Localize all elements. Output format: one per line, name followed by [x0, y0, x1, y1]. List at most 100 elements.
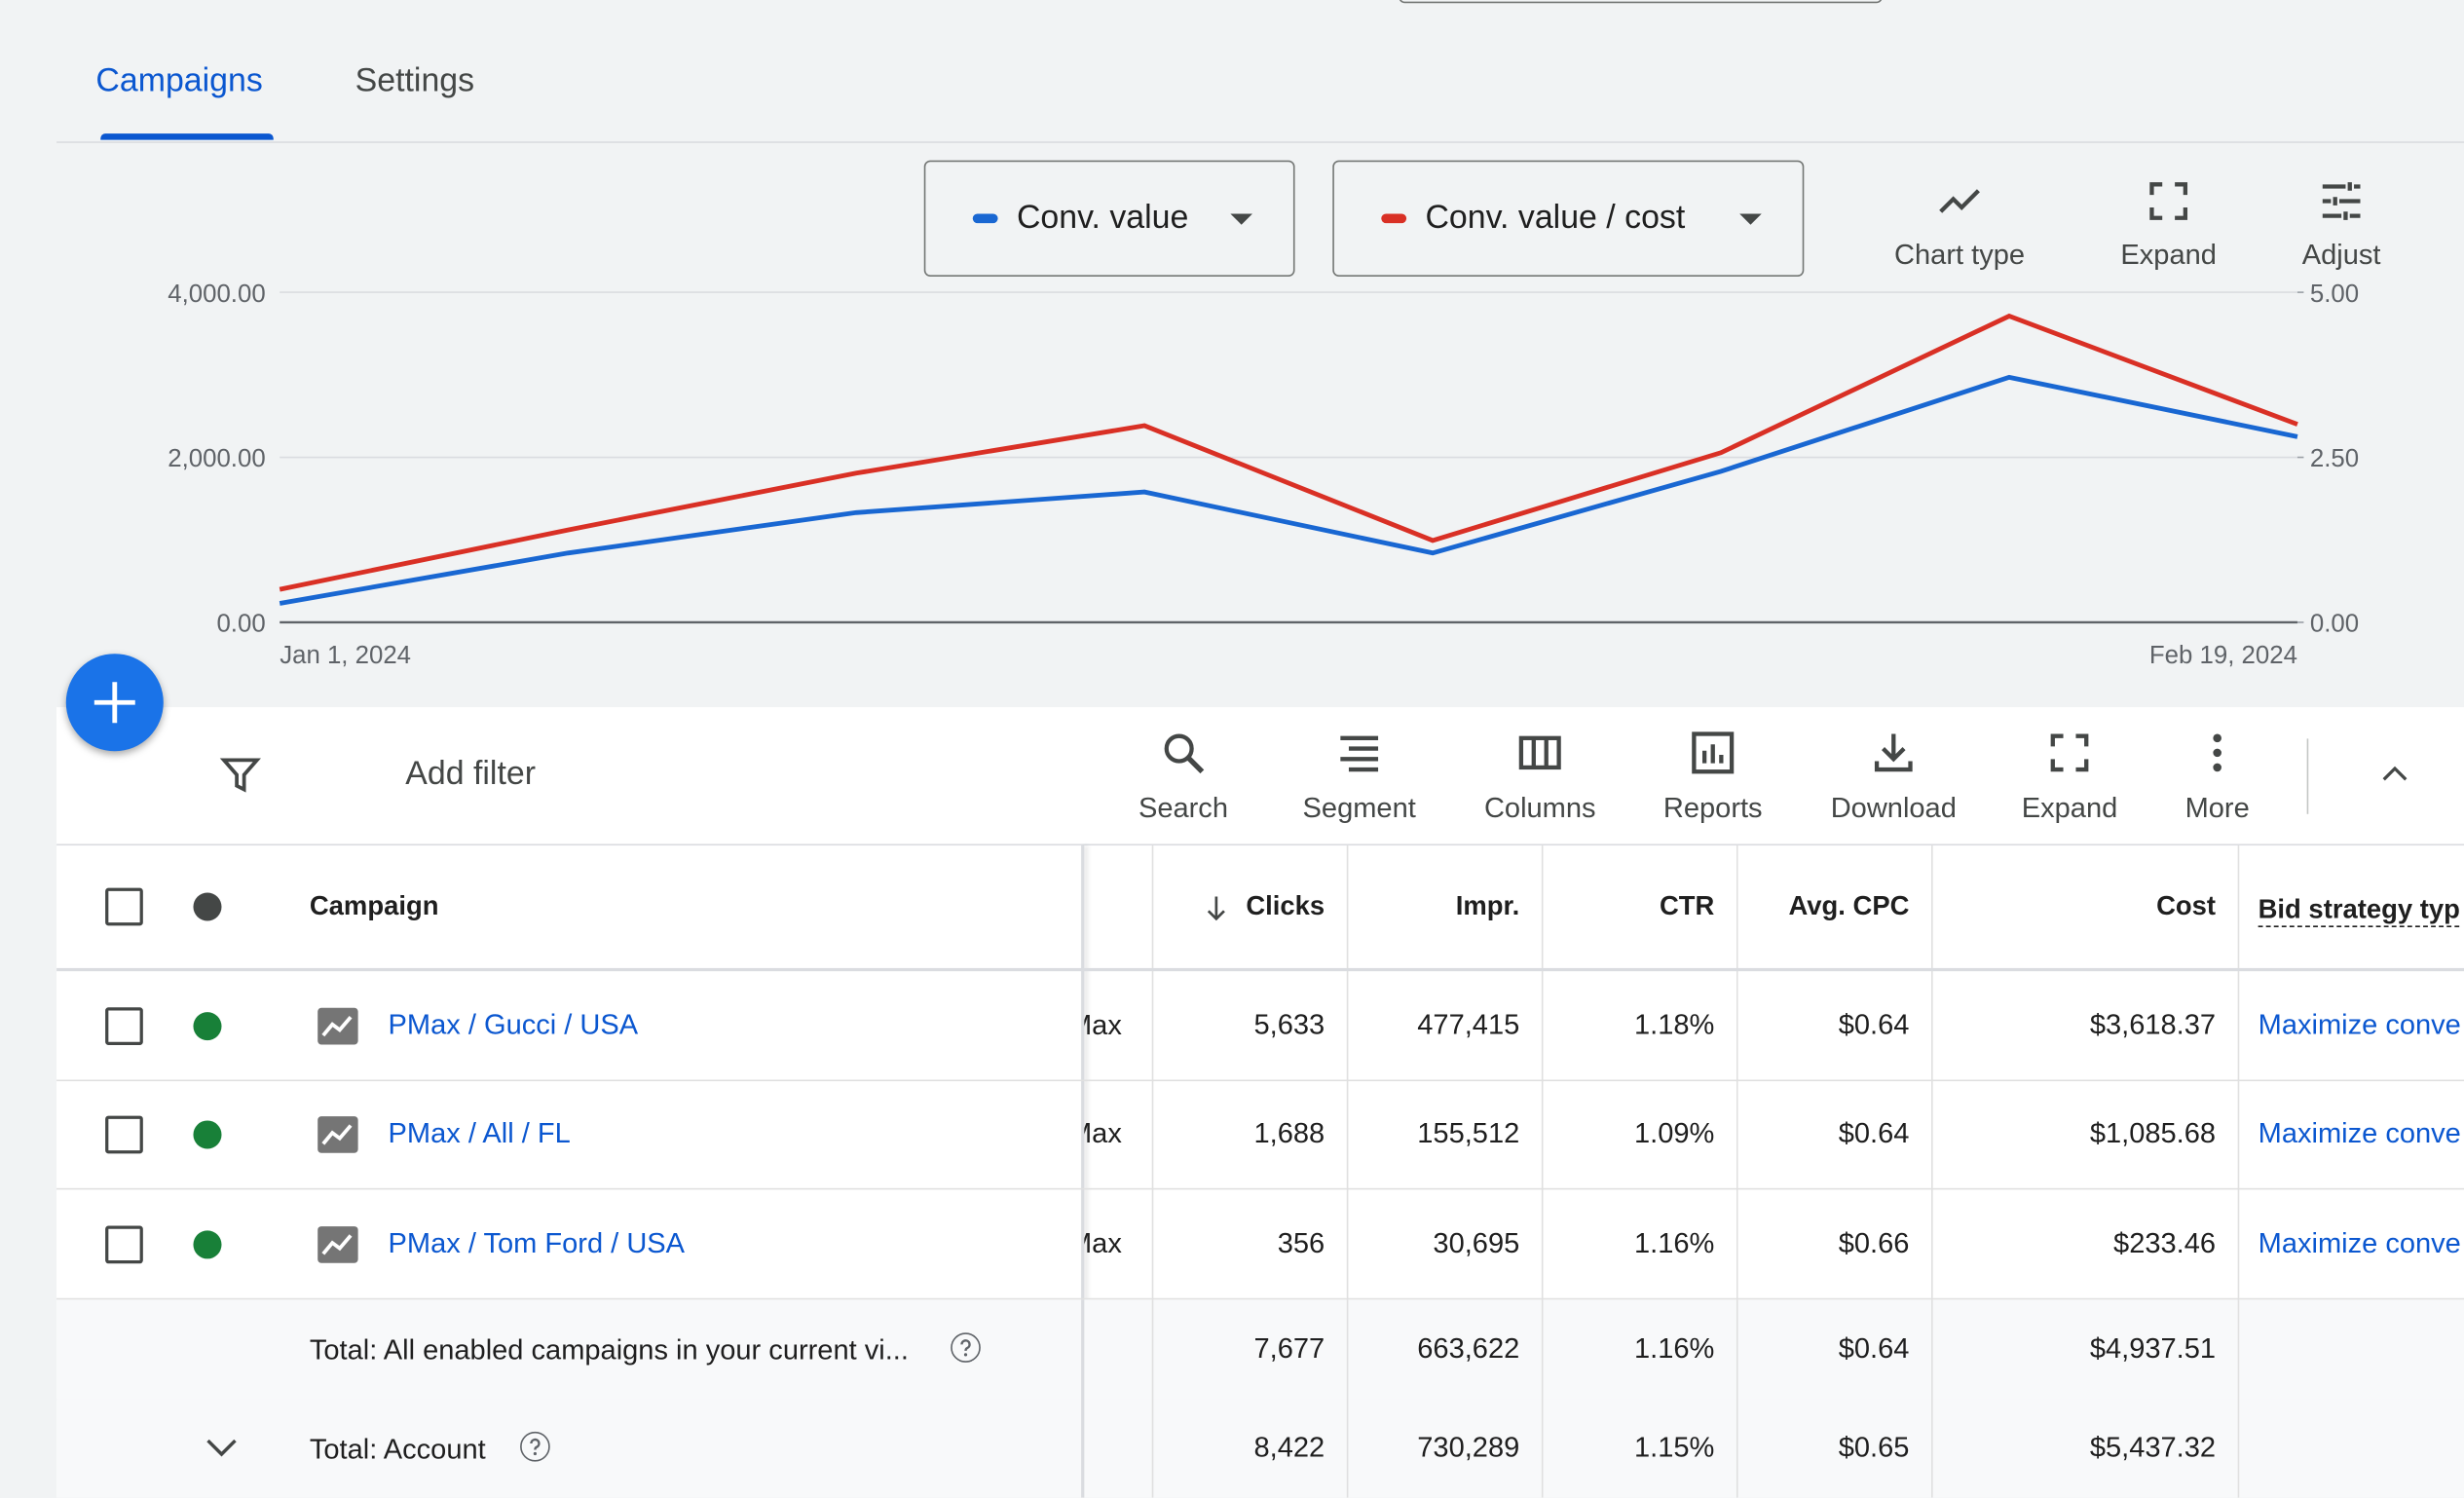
metric-label: Conv. value / cost — [1425, 199, 1686, 237]
column-divider — [1151, 1299, 1154, 1498]
add-filter[interactable]: Add filter — [405, 756, 537, 793]
toolbar-icon — [2050, 733, 2089, 772]
checkbox[interactable] — [105, 887, 143, 926]
y2-tick-label: 0.00 — [2310, 611, 2359, 638]
column-divider — [1736, 845, 1738, 1498]
column-header[interactable]: Clicks — [1246, 890, 1325, 921]
toolbar-label[interactable]: More — [2184, 792, 2250, 824]
total-label: Total: Account — [309, 1432, 486, 1464]
column-header[interactable]: CTR — [1659, 890, 1715, 921]
column-header[interactable]: Campaign — [309, 890, 439, 921]
status-dot — [193, 1230, 222, 1259]
campaign-type: Max — [1084, 1117, 1123, 1149]
toolbar-icon — [1518, 735, 1561, 770]
toolbar-label[interactable]: Reports — [1662, 792, 1763, 824]
metric-cell: 477,415 — [1417, 1008, 1520, 1041]
toolbar-label[interactable]: Segment — [1302, 792, 1416, 824]
campaign-icon — [317, 1007, 358, 1045]
toolbar-label[interactable]: Expand — [2021, 792, 2118, 824]
bid-strategy[interactable]: Maximize conve — [2258, 1117, 2461, 1149]
total-cell: $4,937.51 — [2089, 1331, 2217, 1364]
y2-tick-label: 2.50 — [2310, 445, 2359, 472]
total-cell: 663,622 — [1417, 1331, 1520, 1364]
toolbar-icon — [2213, 733, 2221, 772]
add-button[interactable] — [65, 654, 164, 752]
series-line — [279, 374, 2298, 606]
total-cell: 7,677 — [1253, 1331, 1325, 1364]
column-divider — [1151, 845, 1154, 1498]
status-dot — [193, 892, 222, 921]
campaign-icon — [317, 1116, 358, 1153]
toolbar-label[interactable]: Columns — [1483, 792, 1596, 824]
toolbar-label[interactable]: Download — [1830, 792, 1957, 824]
column-header[interactable]: Bid strategy typ — [2258, 894, 2460, 927]
series-line — [279, 313, 2298, 592]
checkbox[interactable] — [105, 1007, 143, 1045]
type-cell: Max — [1084, 1009, 1122, 1042]
column-divider — [2237, 845, 2240, 1498]
toolbar-divider — [2306, 738, 2309, 814]
checkbox[interactable] — [105, 1225, 143, 1264]
metric-cell: $1,085.68 — [2089, 1117, 2217, 1149]
chart: 0.00 2,000.00 4,000.00 0.00 2.50 5.00 Jan 1, 2… — [168, 281, 2359, 669]
metric-dropdown[interactable]: Conv. value — [923, 160, 1295, 277]
y-tick-label: 0.00 — [216, 611, 265, 638]
help-icon[interactable] — [951, 1331, 981, 1363]
campaign-link[interactable]: PMax / Tom Ford / USA — [388, 1227, 686, 1259]
column-header[interactable]: Cost — [2156, 890, 2217, 921]
toolbar-icon — [1692, 731, 1735, 774]
metric-cell: 1.16% — [1633, 1227, 1715, 1259]
column-divider — [1346, 845, 1349, 1498]
metric-cell: 356 — [1277, 1227, 1325, 1259]
total-row-bg — [56, 1299, 2464, 1400]
metric-cell: 155,512 — [1417, 1117, 1520, 1149]
control-label[interactable]: Chart type — [1894, 239, 2026, 271]
bid-strategy[interactable]: Maximize conve — [2258, 1008, 2461, 1041]
total-cell: $0.64 — [1838, 1331, 1910, 1364]
control-label[interactable]: Expand — [2120, 239, 2217, 271]
help-icon[interactable] — [520, 1431, 550, 1461]
toolbar-label[interactable]: Search — [1138, 792, 1228, 824]
column-divider — [1931, 845, 1933, 1498]
metric-cell: 1.18% — [1633, 1008, 1715, 1041]
row-border — [56, 1079, 2464, 1082]
dropdown-caret — [1230, 213, 1252, 225]
column-divider — [1931, 1299, 1933, 1498]
control-icon — [2322, 182, 2361, 220]
metric-cell: 1,688 — [1253, 1117, 1325, 1149]
tab-indicator — [100, 133, 274, 140]
total-cell: 8,422 — [1253, 1431, 1325, 1463]
control-label[interactable]: Adjust — [2301, 239, 2381, 271]
metric-cell: $0.66 — [1838, 1227, 1910, 1259]
header-border — [56, 967, 2464, 972]
checkbox[interactable] — [105, 1115, 143, 1154]
metric-cell: 1.09% — [1633, 1117, 1715, 1149]
bid-strategy[interactable]: Maximize conve — [2258, 1227, 2461, 1259]
toolbar-icon — [1340, 735, 1379, 772]
campaign-type: Max — [1084, 1227, 1123, 1259]
campaign-link[interactable]: PMax / Gucci / USA — [388, 1008, 639, 1041]
toolbar-icon — [1874, 733, 1913, 772]
metric-label: Conv. value — [1016, 199, 1189, 237]
plus-icon — [93, 682, 135, 724]
metric-cell: $233.46 — [2113, 1227, 2217, 1259]
row-border — [56, 1297, 2464, 1300]
collapse-icon — [2382, 766, 2408, 781]
column-divider — [1346, 1299, 1349, 1498]
column-header[interactable]: Avg. CPC — [1788, 890, 1910, 921]
total-label: Total: All enabled campaigns in your cur… — [309, 1333, 909, 1366]
total-cell: 1.15% — [1633, 1431, 1715, 1463]
control-icon — [1939, 189, 1980, 213]
x-tick-label: Jan 1, 2024 — [280, 642, 411, 669]
campaign-type: Max — [1084, 1008, 1123, 1041]
campaign-link[interactable]: PMax / All / FL — [388, 1117, 571, 1149]
legend-swatch — [1381, 213, 1407, 224]
column-header[interactable]: Impr. — [1455, 890, 1520, 921]
status-dot — [193, 1012, 222, 1041]
metric-cell: 5,633 — [1253, 1008, 1325, 1041]
tab[interactable]: Settings — [355, 62, 475, 99]
metric-dropdown[interactable]: Conv. value / cost — [1332, 160, 1805, 277]
tab[interactable]: Campaigns — [95, 62, 263, 99]
control-icon — [2149, 182, 2188, 220]
